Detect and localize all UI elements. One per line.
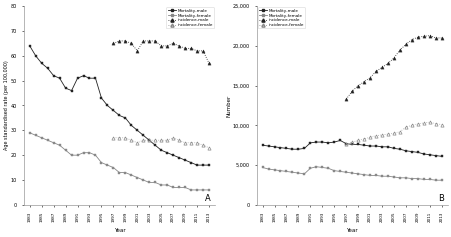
X-axis label: Year: Year bbox=[113, 228, 125, 233]
X-axis label: Year: Year bbox=[345, 228, 357, 233]
Y-axis label: Age standardised rate (per 100,000): Age standardised rate (per 100,000) bbox=[4, 61, 9, 150]
Y-axis label: Number: Number bbox=[226, 94, 230, 117]
Legend: Mortality-male, Mortality-female, incidence-male, incidence-female: Mortality-male, Mortality-female, incide… bbox=[166, 7, 213, 28]
Text: B: B bbox=[437, 194, 443, 203]
Text: A: A bbox=[205, 194, 211, 203]
Legend: Mortality-male, Mortality-female, incidence-male, incidence-female: Mortality-male, Mortality-female, incide… bbox=[257, 7, 304, 28]
